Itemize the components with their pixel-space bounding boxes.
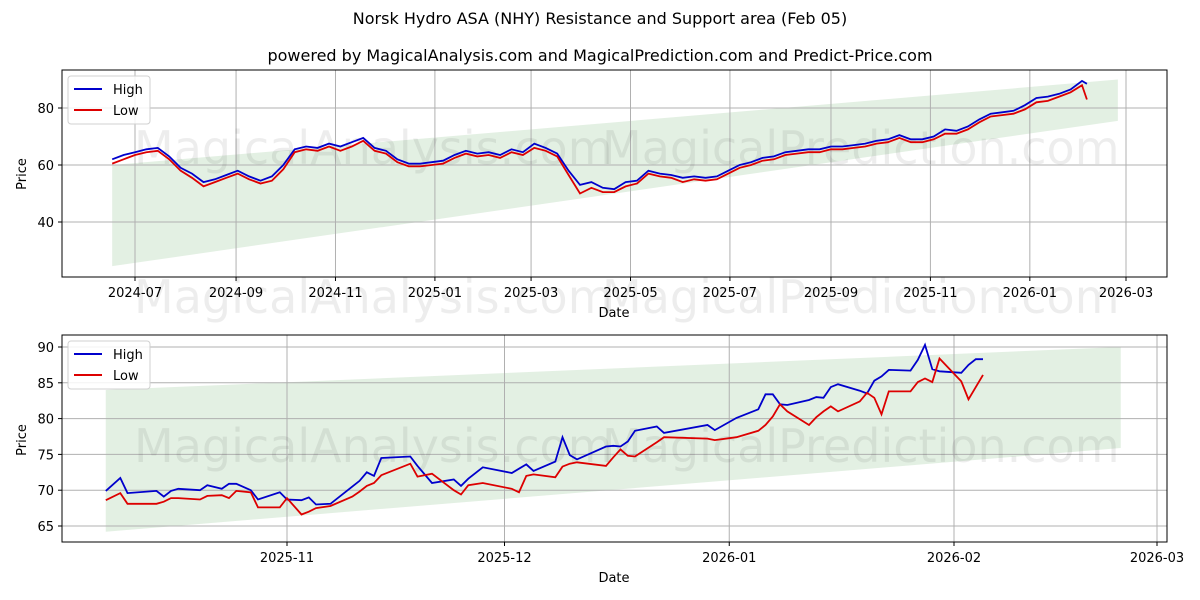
- x-tick-label: 2026-02: [927, 551, 981, 566]
- bottom-legend: High Low: [67, 340, 151, 390]
- watermark-magical-analysis-3: MagicalAnalysis.com: [134, 419, 613, 473]
- y-tick-label: 75: [37, 448, 54, 463]
- high-price-line: [111, 79, 1088, 191]
- chart-title: Norsk Hydro ASA (NHY) Resistance and Sup…: [352, 9, 848, 28]
- y-tick-label: 65: [37, 520, 54, 535]
- x-tick-label: 2024-11: [308, 286, 362, 301]
- bottom-plot-frame: [61, 334, 1168, 543]
- watermark-magical-prediction-3: MagicalPrediction.com: [602, 419, 1120, 473]
- y-tick-label: 60: [37, 159, 54, 174]
- x-tick-label: 2026-03: [1099, 286, 1153, 301]
- x-tick-label: 2024-09: [209, 286, 263, 301]
- bottom-gridlines: [62, 335, 1167, 542]
- x-tick-label: 2025-09: [804, 286, 858, 301]
- y-tick-label: 80: [37, 102, 54, 117]
- x-tick-label: 2024-07: [108, 286, 162, 301]
- low-price-line-zoomed: [105, 356, 984, 516]
- y-tick-label: 85: [37, 377, 54, 392]
- legend-low-label: Low: [113, 104, 139, 119]
- x-tick-label: 2025-12: [477, 551, 531, 566]
- bottom-axis-ticks: 2025-11 2025-12 2026-01 2026-02 2026-03 65 70 7…: [37, 341, 1184, 566]
- bottom-y-axis-label: Price: [15, 424, 30, 456]
- top-axis-ticks: 2024-07 2024-09 2024-11 2025-01 2025-03 2025-…: [37, 102, 1153, 301]
- support-resistance-band: [112, 79, 1118, 267]
- top-plot-frame: [61, 69, 1168, 278]
- top-chart: MagicalAnalysis.com MagicalPrediction.co…: [15, 69, 1168, 324]
- x-tick-label: 2025-05: [603, 286, 657, 301]
- x-tick-label: 2025-07: [703, 286, 757, 301]
- top-y-axis-label: Price: [15, 158, 30, 190]
- bottom-x-axis-label: Date: [598, 571, 629, 586]
- watermark-magical-prediction: MagicalPrediction.com: [602, 121, 1120, 175]
- top-x-axis-label: Date: [598, 306, 629, 321]
- y-tick-label: 70: [37, 484, 54, 499]
- watermark-magical-analysis-2: MagicalAnalysis.com: [134, 270, 613, 324]
- x-tick-label: 2026-01: [702, 551, 756, 566]
- low-price-line: [111, 83, 1088, 195]
- top-legend: High Low: [67, 75, 151, 125]
- bottom-chart: MagicalAnalysis.com MagicalPrediction.co…: [15, 334, 1184, 586]
- x-tick-label: 2025-11: [260, 551, 314, 566]
- chart-subtitle: powered by MagicalAnalysis.com and Magic…: [267, 46, 933, 65]
- watermark-magical-prediction-2: MagicalPrediction.com: [602, 270, 1120, 324]
- x-tick-label: 2025-01: [408, 286, 462, 301]
- x-tick-label: 2026-03: [1130, 551, 1184, 566]
- legend-low-label: Low: [113, 369, 139, 384]
- watermark-magical-analysis: MagicalAnalysis.com: [134, 121, 613, 175]
- legend-high-label: High: [113, 83, 143, 98]
- y-tick-label: 40: [37, 216, 54, 231]
- x-tick-label: 2025-11: [903, 286, 957, 301]
- x-tick-label: 2025-03: [504, 286, 558, 301]
- y-tick-label: 90: [37, 341, 54, 356]
- y-tick-label: 80: [37, 413, 54, 428]
- top-gridlines: [62, 70, 1167, 277]
- legend-high-label: High: [113, 348, 143, 363]
- x-tick-label: 2026-01: [1003, 286, 1057, 301]
